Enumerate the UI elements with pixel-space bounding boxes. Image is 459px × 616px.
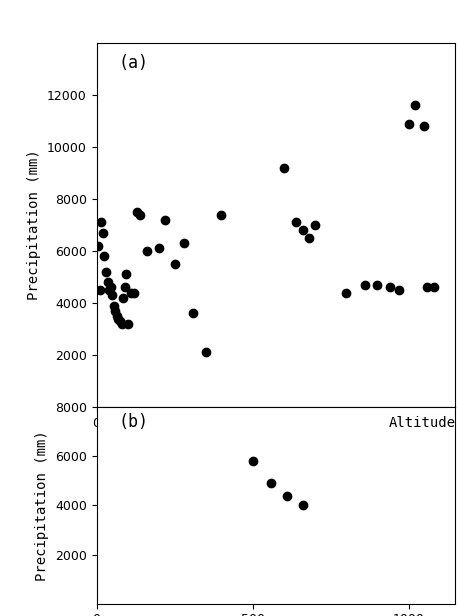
Point [121,283,128,293]
Point [102,267,109,277]
Point [107,283,114,293]
Point [280,163,287,173]
Y-axis label: Precipitation (mm): Precipitation (mm) [28,150,41,301]
Point [136,209,144,219]
Point [127,288,134,298]
Point [118,319,125,329]
Point [386,283,393,293]
Text: (b): (b) [118,413,148,431]
Point [96,285,103,295]
Point [171,259,178,269]
Point [130,288,137,298]
Point [104,277,111,287]
Y-axis label: Precipitation (mm): Precipitation (mm) [35,430,49,581]
Point [304,233,312,243]
Point [143,246,150,256]
Point [99,228,106,238]
Point [395,285,402,295]
Point [155,243,162,253]
Point [429,283,437,293]
Point [161,215,168,225]
Point [101,251,108,261]
Point [116,316,123,326]
Point [292,217,299,227]
Point [108,290,116,300]
Point [105,285,112,295]
Point [94,241,101,251]
Point [298,500,306,510]
Point [267,478,274,488]
Point [423,283,430,293]
Point [410,100,418,110]
Point [283,490,290,500]
Point [114,314,122,323]
Point [217,209,224,219]
Point [110,301,117,310]
Point [112,306,119,316]
Point [248,456,256,466]
Point [119,293,127,302]
Point [420,121,427,131]
Point [189,309,196,318]
Point [298,225,306,235]
Text: (a): (a) [118,54,148,72]
Point [180,238,187,248]
Point [342,288,349,298]
Point [404,119,411,129]
Point [373,280,380,290]
Point [360,280,368,290]
Point [113,311,120,321]
Point [97,217,105,227]
Point [202,347,209,357]
Point [124,319,131,329]
Point [311,220,318,230]
Point [133,207,140,217]
Text: Altitude: Altitude [387,416,454,430]
Point [122,270,129,280]
